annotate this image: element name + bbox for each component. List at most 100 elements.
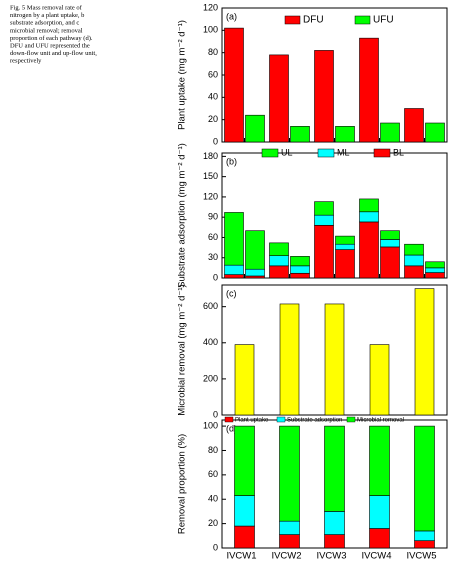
- caption-line: proportion of each pathway (d).: [10, 35, 93, 42]
- y-tick-label: 90: [208, 212, 218, 222]
- bar: [404, 243, 424, 256]
- y-axis-label: Removal proportion (%): [177, 434, 188, 534]
- x-tick-label: IVCW5: [406, 551, 436, 562]
- caption-line: down-flow unit and up-flow unit,: [10, 50, 97, 57]
- bar: [324, 425, 345, 512]
- bar: [369, 495, 390, 529]
- bar: [290, 256, 310, 267]
- panel-label: (d): [226, 423, 237, 433]
- bar: [324, 303, 345, 416]
- x-tick-label: IVCW3: [316, 551, 346, 562]
- bar: [359, 198, 379, 213]
- panel-label: (c): [226, 288, 237, 298]
- y-tick-label: 60: [208, 69, 218, 79]
- bar: [380, 246, 400, 279]
- bar: [404, 265, 424, 279]
- bar: [369, 425, 390, 496]
- bar: [269, 54, 289, 143]
- bar: [224, 274, 244, 279]
- y-tick-label: 600: [203, 301, 218, 311]
- y-tick-label: 200: [203, 373, 218, 383]
- bar: [414, 540, 435, 549]
- x-tick-label: IVCW1: [226, 551, 256, 562]
- bar: [335, 126, 355, 143]
- bar: [279, 534, 300, 549]
- legend-label: UL: [281, 147, 293, 157]
- bar: [404, 108, 424, 143]
- y-tick-label: 0: [213, 409, 218, 419]
- bar: [245, 114, 265, 143]
- bar: [279, 425, 300, 522]
- panel-label: (a): [226, 11, 237, 21]
- legend-swatch: [261, 148, 279, 158]
- bar: [290, 265, 310, 274]
- y-tick-label: 40: [208, 92, 218, 102]
- bar: [425, 261, 445, 269]
- caption-line: DFU and UFU represented the: [10, 42, 90, 49]
- y-tick-label: 100: [203, 420, 218, 430]
- legend-swatch: [224, 416, 234, 423]
- bar: [245, 268, 265, 277]
- bar: [359, 211, 379, 223]
- legend-swatch: [284, 15, 301, 25]
- y-tick-label: 0: [213, 136, 218, 146]
- y-tick-label: 20: [208, 518, 218, 528]
- caption-line: Fig. 5 Mass removal rate of: [10, 4, 83, 11]
- bar: [314, 50, 334, 143]
- bar: [314, 214, 334, 226]
- legend-swatch: [317, 148, 335, 158]
- x-tick-label: IVCW2: [271, 551, 301, 562]
- bar: [224, 27, 244, 143]
- y-tick-label: 40: [208, 494, 218, 504]
- bar: [290, 126, 310, 143]
- y-tick-label: 120: [203, 191, 218, 201]
- bar: [380, 122, 400, 143]
- y-tick-label: 20: [208, 114, 218, 124]
- bar: [404, 254, 424, 267]
- bar: [234, 495, 255, 527]
- y-axis-label: Substrate adsorption (mg m⁻² d⁻¹): [177, 143, 188, 288]
- bar: [269, 242, 289, 257]
- bar: [279, 520, 300, 535]
- legend-label: Substrate adsorption: [287, 418, 342, 424]
- bar: [234, 425, 255, 496]
- bar: [324, 511, 345, 535]
- bar: [380, 230, 400, 240]
- bar: [224, 212, 244, 266]
- y-tick-label: 150: [203, 171, 218, 181]
- y-tick-label: 60: [208, 232, 218, 242]
- bar: [234, 525, 255, 549]
- panel-label: (b): [226, 156, 237, 166]
- bar: [414, 288, 435, 416]
- bar: [314, 224, 334, 279]
- bar: [425, 267, 445, 273]
- legend-label: UFU: [373, 15, 394, 26]
- bar: [224, 264, 244, 275]
- caption-line: respectively: [10, 58, 42, 65]
- bar: [279, 303, 300, 416]
- legend-swatch: [276, 416, 286, 423]
- bar: [369, 528, 390, 549]
- y-tick-label: 400: [203, 337, 218, 347]
- y-tick-label: 60: [208, 469, 218, 479]
- bar: [269, 265, 289, 279]
- legend-swatch: [354, 15, 371, 25]
- bar: [414, 425, 435, 532]
- bar: [425, 272, 445, 279]
- legend-label: Plant uptake: [235, 418, 269, 424]
- legend-swatch: [346, 416, 356, 423]
- bar: [359, 221, 379, 279]
- y-tick-label: 80: [208, 47, 218, 57]
- legend-swatch: [373, 148, 391, 158]
- legend-label: DFU: [303, 15, 324, 26]
- legend-label: ML: [337, 147, 350, 157]
- legend-label: BL: [393, 147, 404, 157]
- y-tick-label: 30: [208, 252, 218, 262]
- caption-line: nitrogen by a plant uptake, b: [10, 12, 84, 19]
- bar: [290, 272, 310, 279]
- y-tick-label: 0: [213, 272, 218, 282]
- bar: [245, 275, 265, 279]
- bar: [369, 344, 390, 416]
